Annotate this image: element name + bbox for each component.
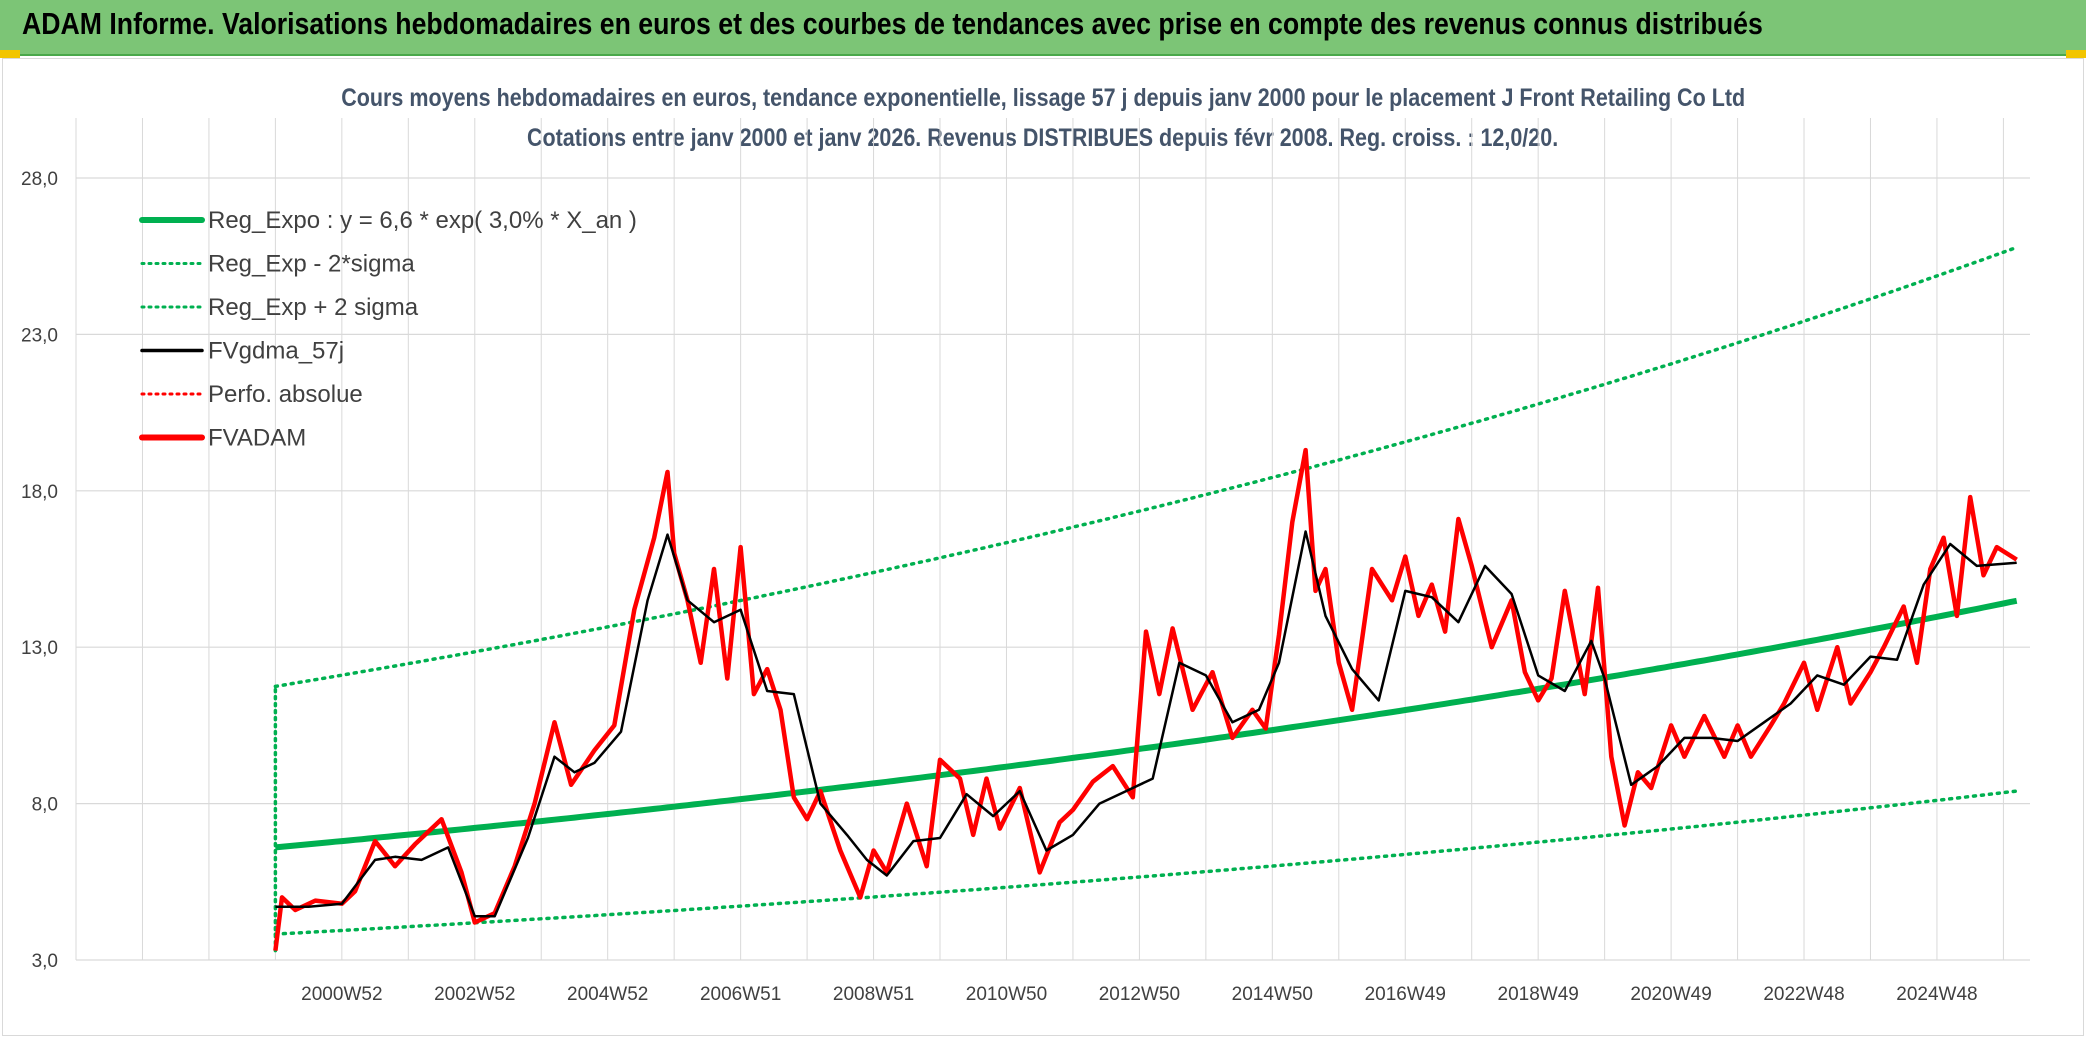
axis-labels: 3,0 8,0 13,0 18,0 23,0 28,0 2000W52 2002W52 2004… [21,169,1978,1005]
x-tick-label: 2012W50 [1099,984,1180,1005]
chart-subtitle: Cotations entre janv 2000 et janv 2026. … [0,124,2086,153]
x-tick-label: 2002W52 [434,984,515,1005]
report-banner: ADAM Informe. Valorisations hebdomadaire… [0,0,2086,56]
x-tick-label: 2006W51 [700,984,781,1005]
x-tick-label: 2008W51 [833,984,914,1005]
y-tick-label: 23,0 [21,325,58,346]
y-tick-label: 28,0 [21,169,58,190]
y-tick-label: 3,0 [32,951,58,972]
gridlines [75,118,2030,961]
legend-reg-plus-2sigma-label: Reg_Exp + 2 sigma [208,294,419,321]
x-tick-label: 2022W48 [1763,984,1844,1005]
x-tick-label: 2016W49 [1365,984,1446,1005]
y-tick-label: 8,0 [32,795,58,816]
series-fvgdma-57j [275,530,2017,918]
legend-reg-minus-2sigma-label: Reg_Exp - 2*sigma [208,251,415,278]
report-title: ADAM Informe. Valorisations hebdomadaire… [22,6,1763,41]
x-tick-label: 2010W50 [966,984,1047,1005]
legend-reg-expo-label: Reg_Expo : y = 6,6 * exp( 3,0% * X_an ) [208,207,637,234]
x-tick-label: 2000W52 [301,984,382,1005]
x-tick-label: 2024W48 [1896,984,1977,1005]
x-tick-label: 2004W52 [567,984,648,1005]
chart-subtitle-text: Cotations entre janv 2000 et janv 2026. … [527,124,1559,152]
legend-fvadam-label: FVADAM [208,425,306,452]
x-tick-label: 2018W49 [1498,984,1579,1005]
series-reg-minus-2sigma [273,789,2019,936]
chart-title-text: Cours moyens hebdomadaires en euros, ten… [341,84,1745,112]
series-reg-expo [275,597,2018,851]
series-fvadam [273,447,2018,951]
legend-perfo-absolue-label: Perfo. absolue [208,381,363,408]
corner-marker-left [0,50,20,58]
x-tick-label: 2020W49 [1630,984,1711,1005]
legend: Reg_Expo : y = 6,6 * exp( 3,0% * X_an ) R… [139,207,637,452]
series-layer [273,245,2019,953]
y-tick-label: 13,0 [21,638,58,659]
corner-marker-right [2066,50,2086,58]
chart-title: Cours moyens hebdomadaires en euros, ten… [0,84,2086,113]
series-reg-plus-2sigma [273,245,2019,689]
chart-area [2,58,2084,1036]
x-tick-label: 2014W50 [1232,984,1313,1005]
legend-fvgdma-57j-label: FVgdma_57j [208,338,344,365]
y-tick-label: 18,0 [21,482,58,503]
